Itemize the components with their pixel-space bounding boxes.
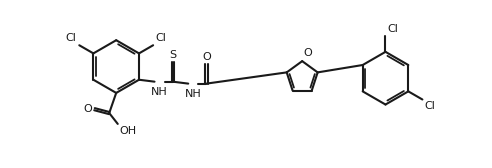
Text: O: O xyxy=(202,52,211,61)
Text: O: O xyxy=(84,104,92,114)
Text: Cl: Cl xyxy=(424,101,435,111)
Text: O: O xyxy=(304,48,312,58)
Text: Cl: Cl xyxy=(66,33,77,43)
Text: Cl: Cl xyxy=(156,33,167,43)
Text: NH: NH xyxy=(185,89,202,99)
Text: NH: NH xyxy=(151,87,168,97)
Text: OH: OH xyxy=(119,126,136,136)
Text: Cl: Cl xyxy=(387,24,399,34)
Text: S: S xyxy=(169,50,176,60)
